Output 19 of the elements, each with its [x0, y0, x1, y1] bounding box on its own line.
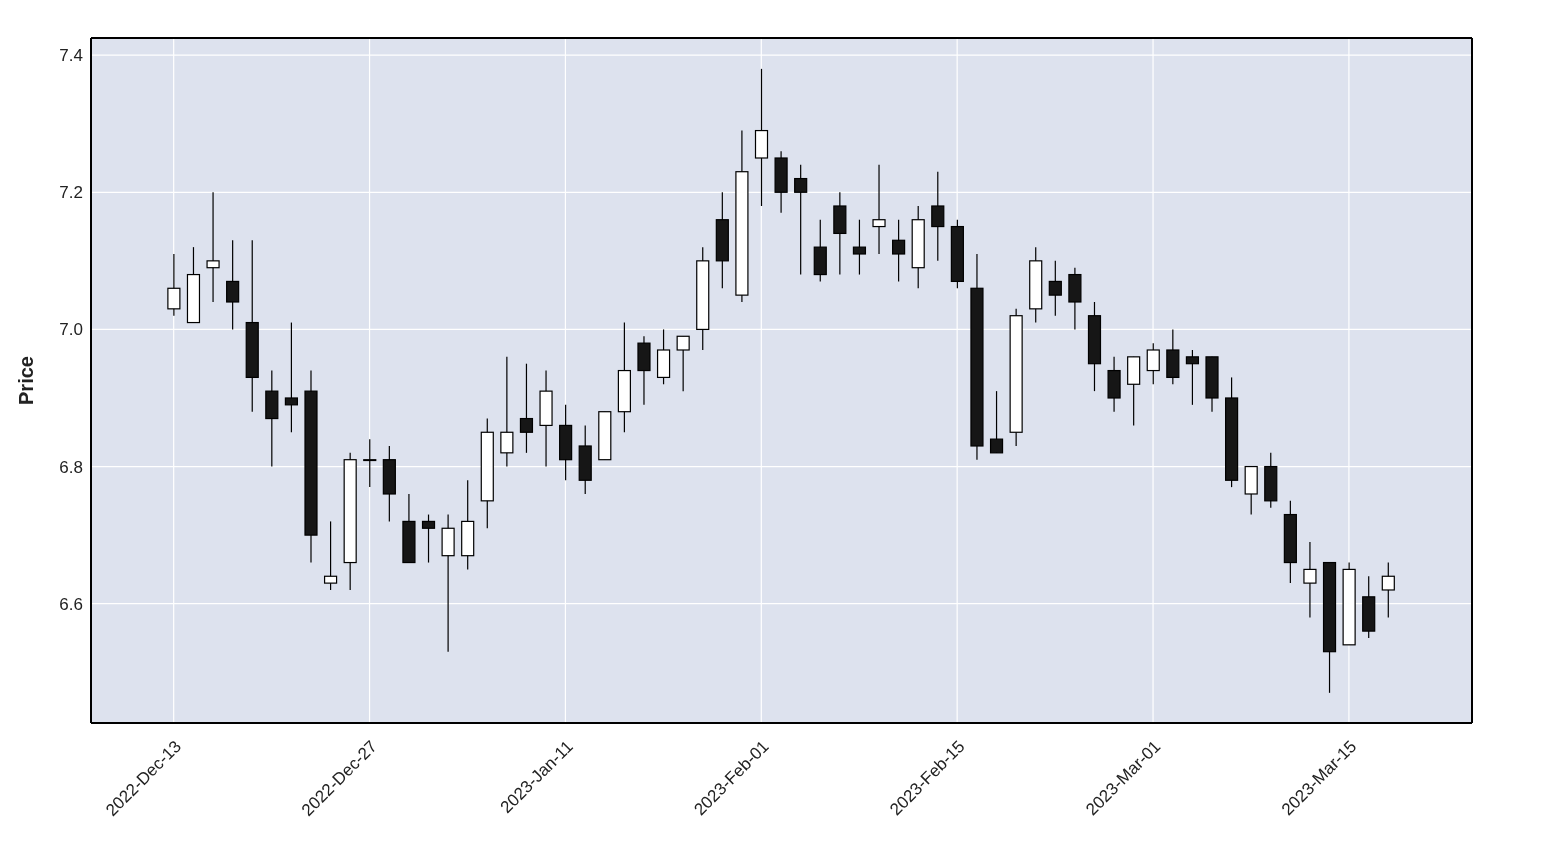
candlestick	[421, 513, 436, 564]
candlestick	[323, 520, 338, 591]
candlestick	[852, 219, 867, 276]
candlestick	[1048, 260, 1062, 317]
candlestick	[1185, 349, 1200, 406]
y-tick-label: 7.4	[59, 46, 83, 66]
y-tick-label: 7.0	[59, 320, 83, 340]
candlestick	[226, 239, 240, 331]
y-axis-title: Price	[15, 356, 38, 405]
y-tick-label: 6.8	[59, 457, 83, 477]
y-tick-label: 7.2	[59, 183, 83, 203]
y-tick-label: 6.6	[59, 594, 83, 614]
candlestick	[519, 363, 534, 454]
candlestick	[676, 335, 690, 392]
candlestick	[794, 164, 808, 276]
candlestick	[284, 321, 299, 433]
candlestick	[892, 219, 906, 283]
candlestick	[989, 390, 1004, 454]
candlestick	[931, 171, 945, 262]
